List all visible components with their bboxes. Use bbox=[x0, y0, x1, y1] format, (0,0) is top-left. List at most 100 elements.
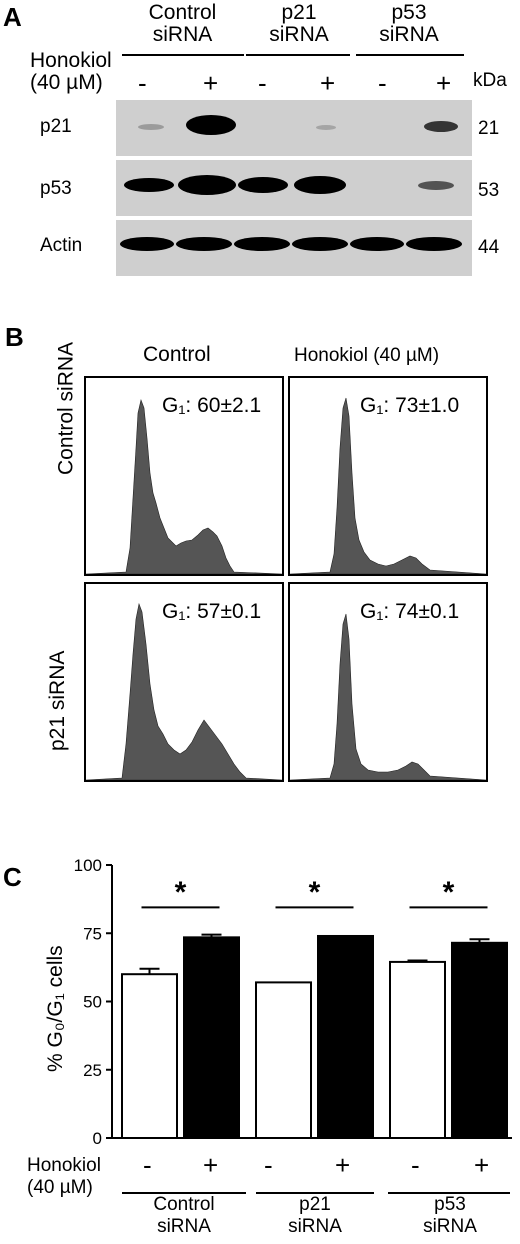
protein-label-p21: p21 bbox=[40, 116, 72, 137]
kda-value-p53: 53 bbox=[478, 180, 500, 201]
group-underline bbox=[122, 54, 244, 56]
histogram-fill bbox=[86, 398, 282, 574]
band bbox=[120, 237, 174, 251]
group-label-line2: siRNA bbox=[379, 23, 439, 46]
group-label-p53: p53 siRNA bbox=[354, 2, 464, 46]
y-tick-label: 75 bbox=[83, 924, 102, 943]
kda-label: kDa bbox=[473, 70, 507, 91]
group-label-line1: p53 bbox=[391, 1, 427, 24]
g1-label: G₁: 74±0.1 bbox=[360, 600, 460, 623]
band bbox=[316, 125, 336, 130]
histogram-p21-sirna-honokiol: G₁: 74±0.1 bbox=[288, 582, 488, 782]
histogram-p21-sirna-control: G₁: 57±0.1 bbox=[84, 582, 284, 782]
band bbox=[292, 237, 348, 251]
group-label-p21: p21 siRNA bbox=[244, 2, 354, 46]
band bbox=[418, 181, 454, 190]
group-label-line2: siRNA bbox=[288, 1216, 342, 1237]
g1-label: G₁: 57±0.1 bbox=[162, 600, 262, 623]
treatment-label: Honokiol (40 µM) bbox=[27, 1155, 101, 1199]
band bbox=[238, 177, 288, 193]
band bbox=[124, 178, 174, 192]
band bbox=[424, 121, 458, 132]
g1-label: G₁: 73±1.0 bbox=[360, 394, 460, 417]
col-header-control: Control bbox=[143, 343, 211, 366]
bar bbox=[317, 934, 374, 1140]
group-label-line2: siRNA bbox=[423, 1216, 477, 1237]
histogram-control-sirna-honokiol: G₁: 73±1.0 bbox=[288, 376, 488, 576]
band bbox=[178, 175, 236, 195]
panel-c-letter: C bbox=[3, 862, 22, 892]
significance-asterisk: * bbox=[309, 876, 321, 909]
group-label-line1: Control bbox=[153, 1194, 215, 1215]
y-tick-label: 100 bbox=[74, 856, 102, 875]
sign-plus: + bbox=[436, 68, 452, 98]
bar-chart: 0 25 50 75 100 * * * bbox=[74, 856, 512, 1148]
sign-minus: - bbox=[378, 68, 387, 98]
group-label-line2: siRNA bbox=[269, 23, 329, 46]
g1-label: G₁: 60±2.1 bbox=[162, 394, 262, 417]
protein-label-actin: Actin bbox=[40, 235, 83, 256]
y-tick-label: 50 bbox=[83, 993, 102, 1012]
group-label-line1: p21 bbox=[299, 1194, 331, 1215]
bar bbox=[183, 936, 240, 1139]
bar bbox=[451, 941, 508, 1140]
group-label-p21: p21 siRNA bbox=[256, 1194, 374, 1238]
treatment-label-line2: (40 µM) bbox=[27, 1177, 93, 1198]
sign-minus: - bbox=[143, 1150, 152, 1180]
sign-plus: + bbox=[474, 1150, 490, 1180]
group-label-line1: p21 bbox=[281, 1, 317, 24]
group-label-line1: Control bbox=[148, 1, 217, 24]
histogram-fill bbox=[290, 397, 486, 574]
y-tick-label: 0 bbox=[93, 1129, 102, 1148]
sign-plus: + bbox=[320, 68, 336, 98]
sign-plus: + bbox=[335, 1150, 351, 1180]
sign-minus: - bbox=[138, 68, 147, 98]
group-underline bbox=[122, 1192, 246, 1194]
significance-asterisk: * bbox=[443, 876, 455, 909]
treatment-label-line1: Honokiol bbox=[30, 49, 112, 72]
histogram-plot bbox=[86, 602, 282, 780]
band bbox=[294, 176, 346, 194]
group-label-line2: siRNA bbox=[152, 23, 213, 46]
group-underline bbox=[388, 1192, 510, 1194]
bar bbox=[389, 960, 446, 1140]
kda-value-p21: 21 bbox=[478, 118, 500, 139]
treatment-label-line1: Honokiol bbox=[27, 1155, 101, 1176]
group-label-line2: siRNA bbox=[157, 1216, 211, 1237]
group-label-p53: p53 siRNA bbox=[390, 1194, 510, 1238]
protein-label-p53: p53 bbox=[40, 178, 72, 199]
sign-plus: + bbox=[203, 68, 219, 98]
group-underline bbox=[356, 54, 464, 56]
band bbox=[138, 124, 164, 130]
sign-minus: - bbox=[258, 68, 267, 98]
band bbox=[350, 237, 404, 251]
blot-strip-p53 bbox=[116, 160, 472, 216]
group-underline bbox=[256, 1192, 374, 1194]
bar bbox=[255, 981, 312, 1139]
bar bbox=[121, 973, 178, 1139]
blot-strip-p21 bbox=[116, 100, 472, 156]
histogram-plot bbox=[290, 397, 486, 574]
sign-plus: + bbox=[203, 1150, 219, 1180]
row-header-p21-sirna: p21 siRNA bbox=[46, 651, 70, 751]
col-header-honokiol: Honokiol (40 µM) bbox=[294, 345, 440, 366]
sign-minus: - bbox=[411, 1150, 420, 1180]
band bbox=[176, 237, 232, 251]
histogram-fill bbox=[86, 602, 282, 780]
group-label-control: Control siRNA bbox=[120, 2, 245, 46]
panel-a-letter: A bbox=[3, 2, 22, 32]
sign-minus: - bbox=[264, 1150, 273, 1180]
kda-value-actin: 44 bbox=[478, 237, 500, 258]
histogram-fill bbox=[290, 613, 486, 780]
group-label-line1: p53 bbox=[434, 1194, 466, 1215]
histogram-plot bbox=[86, 398, 282, 574]
treatment-label: Honokiol (40 µM) bbox=[30, 50, 112, 94]
histogram-plot bbox=[290, 613, 486, 780]
row-header-label: p21 siRNA bbox=[46, 650, 69, 751]
band bbox=[234, 237, 290, 251]
panel-b-letter: B bbox=[5, 322, 24, 352]
histogram-control-sirna-control: G₁: 60±2.1 bbox=[84, 376, 284, 576]
treatment-label-line2: (40 µM) bbox=[30, 71, 103, 94]
significance-asterisk: * bbox=[175, 876, 187, 909]
row-header-control-sirna: Control siRNA bbox=[54, 341, 78, 475]
